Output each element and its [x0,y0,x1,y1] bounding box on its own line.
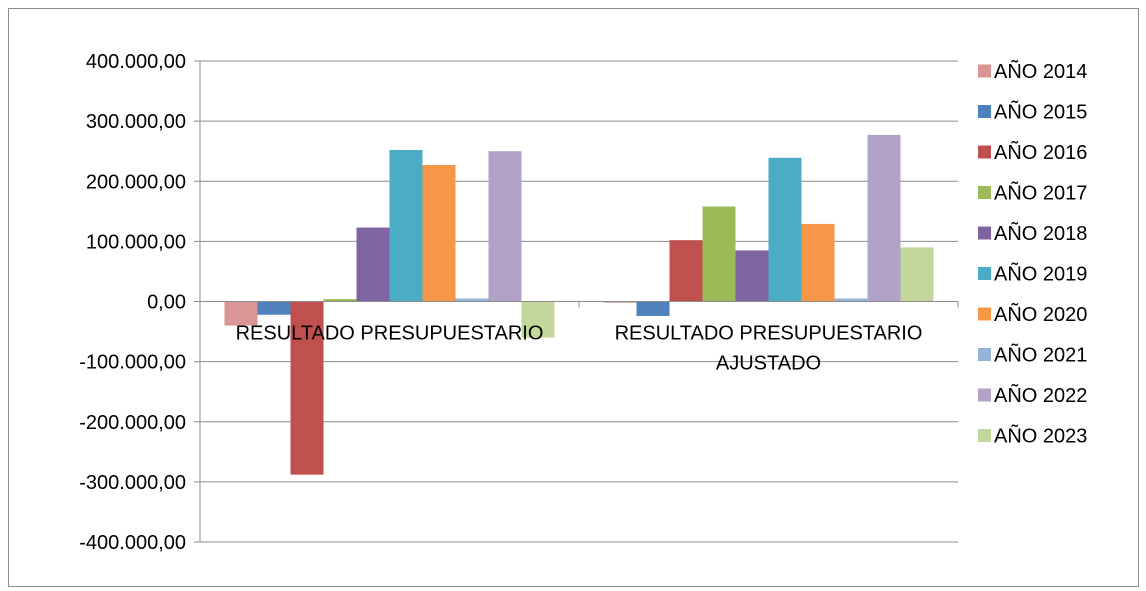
bar [323,299,357,302]
bar [455,298,489,302]
legend-swatch [978,348,991,361]
y-axis-tick-labels: 400.000,00 300.000,00 200.000,00 100.000,00… [79,51,186,554]
bar [389,149,423,302]
legend-label: AÑO 2023 [994,424,1087,448]
bar [224,301,258,326]
bar [702,206,736,302]
bar [488,151,522,302]
bars [224,134,934,475]
legend-swatch [978,429,991,442]
bar [735,250,769,302]
y-tick-label: -100.000,00 [79,352,186,374]
y-tick-label: 400.000,00 [86,51,186,73]
zero-axis [199,301,959,308]
bar [900,247,934,302]
legend-swatch [978,186,991,199]
legend-label: AÑO 2022 [994,383,1087,407]
legend: AÑO 2014 AÑO 2015 AÑO 2016 AÑO 2017 AÑO 2018… [978,59,1087,448]
bar [636,301,670,316]
bar [669,240,703,302]
category-label: AJUSTADO [716,353,821,375]
legend-swatch [978,307,991,321]
y-tick-label: -200.000,00 [79,412,186,434]
bar [801,223,835,302]
legend-swatch [978,64,991,78]
bar [603,301,637,303]
bar [290,301,324,475]
legend-label: AÑO 2014 [994,59,1087,83]
legend-swatch [978,105,991,118]
legend-swatch [978,226,991,240]
bar [867,134,901,302]
legend-swatch [978,145,991,159]
legend-label: AÑO 2016 [994,140,1087,164]
legend-swatch [978,388,991,402]
category-label: RESULTADO PRESUPUESTARIO [236,323,544,345]
y-tick-label: 100.000,00 [86,231,186,253]
chart-frame: 400.000,00 300.000,00 200.000,00 100.000,00… [8,8,1139,587]
bar [422,165,456,302]
legend-label: AÑO 2018 [994,221,1087,245]
legend-label: AÑO 2021 [994,343,1087,367]
legend-label: AÑO 2017 [994,181,1087,205]
bar [834,298,868,302]
bar [521,301,555,338]
bar-chart: 400.000,00 300.000,00 200.000,00 100.000,00… [79,51,1087,554]
bar [257,301,291,315]
y-tick-label: -300.000,00 [79,472,186,494]
legend-label: AÑO 2020 [994,302,1087,326]
y-tick-label: 200.000,00 [86,171,186,193]
legend-label: AÑO 2015 [994,100,1087,124]
bar [356,227,390,302]
category-label: RESULTADO PRESUPUESTARIO [615,323,923,345]
category-labels: RESULTADO PRESUPUESTARIO RESULTADO PRESUP… [236,323,923,375]
y-tick-label: -400.000,00 [79,532,186,554]
legend-swatch [978,267,991,280]
legend-label: AÑO 2019 [994,262,1087,286]
bar [768,157,802,302]
y-tick-label: 300.000,00 [86,111,186,133]
y-tick-label: 0,00 [147,292,186,314]
